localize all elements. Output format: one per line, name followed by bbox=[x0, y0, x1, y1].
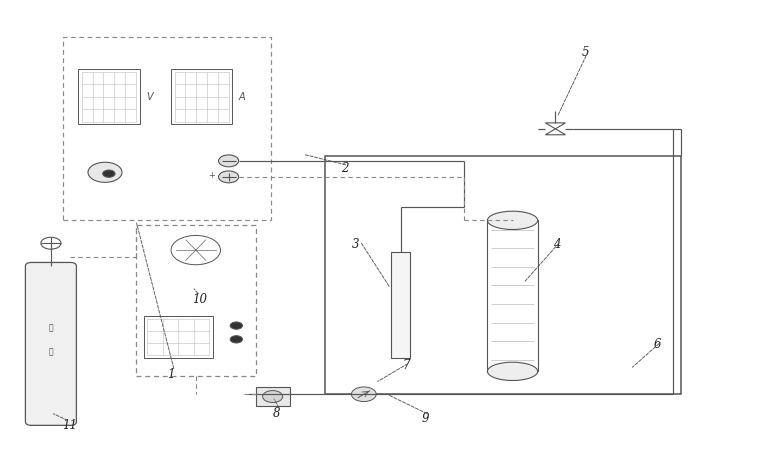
Ellipse shape bbox=[488, 362, 538, 381]
Text: 6: 6 bbox=[653, 338, 661, 352]
Text: A: A bbox=[238, 92, 245, 102]
Text: 11: 11 bbox=[63, 419, 77, 431]
Circle shape bbox=[230, 322, 242, 329]
Text: 10: 10 bbox=[192, 293, 207, 306]
Text: 5: 5 bbox=[582, 45, 589, 59]
Text: 4: 4 bbox=[553, 238, 560, 251]
Text: 氧: 氧 bbox=[49, 324, 53, 333]
Circle shape bbox=[262, 391, 283, 403]
FancyBboxPatch shape bbox=[26, 263, 77, 425]
Ellipse shape bbox=[488, 211, 538, 230]
Circle shape bbox=[103, 170, 115, 177]
Circle shape bbox=[218, 171, 238, 183]
Bar bbox=[63, 37, 271, 220]
Circle shape bbox=[88, 162, 122, 182]
Circle shape bbox=[230, 336, 242, 343]
Text: 气: 气 bbox=[49, 347, 53, 356]
Bar bbox=[136, 225, 255, 376]
Bar bbox=[171, 69, 232, 124]
Bar bbox=[391, 252, 410, 358]
Text: 2: 2 bbox=[341, 162, 348, 175]
Bar bbox=[488, 220, 538, 371]
Text: +: + bbox=[208, 171, 215, 180]
Circle shape bbox=[351, 387, 376, 402]
Bar bbox=[255, 387, 289, 406]
Bar bbox=[325, 156, 680, 394]
Text: 7: 7 bbox=[402, 359, 410, 372]
Text: 8: 8 bbox=[272, 407, 280, 420]
Text: 9: 9 bbox=[422, 412, 430, 425]
Text: V: V bbox=[146, 92, 152, 102]
Bar bbox=[144, 316, 213, 358]
Text: 1: 1 bbox=[167, 368, 174, 381]
Text: 3: 3 bbox=[352, 238, 360, 251]
Circle shape bbox=[218, 155, 238, 167]
Bar bbox=[78, 69, 140, 124]
